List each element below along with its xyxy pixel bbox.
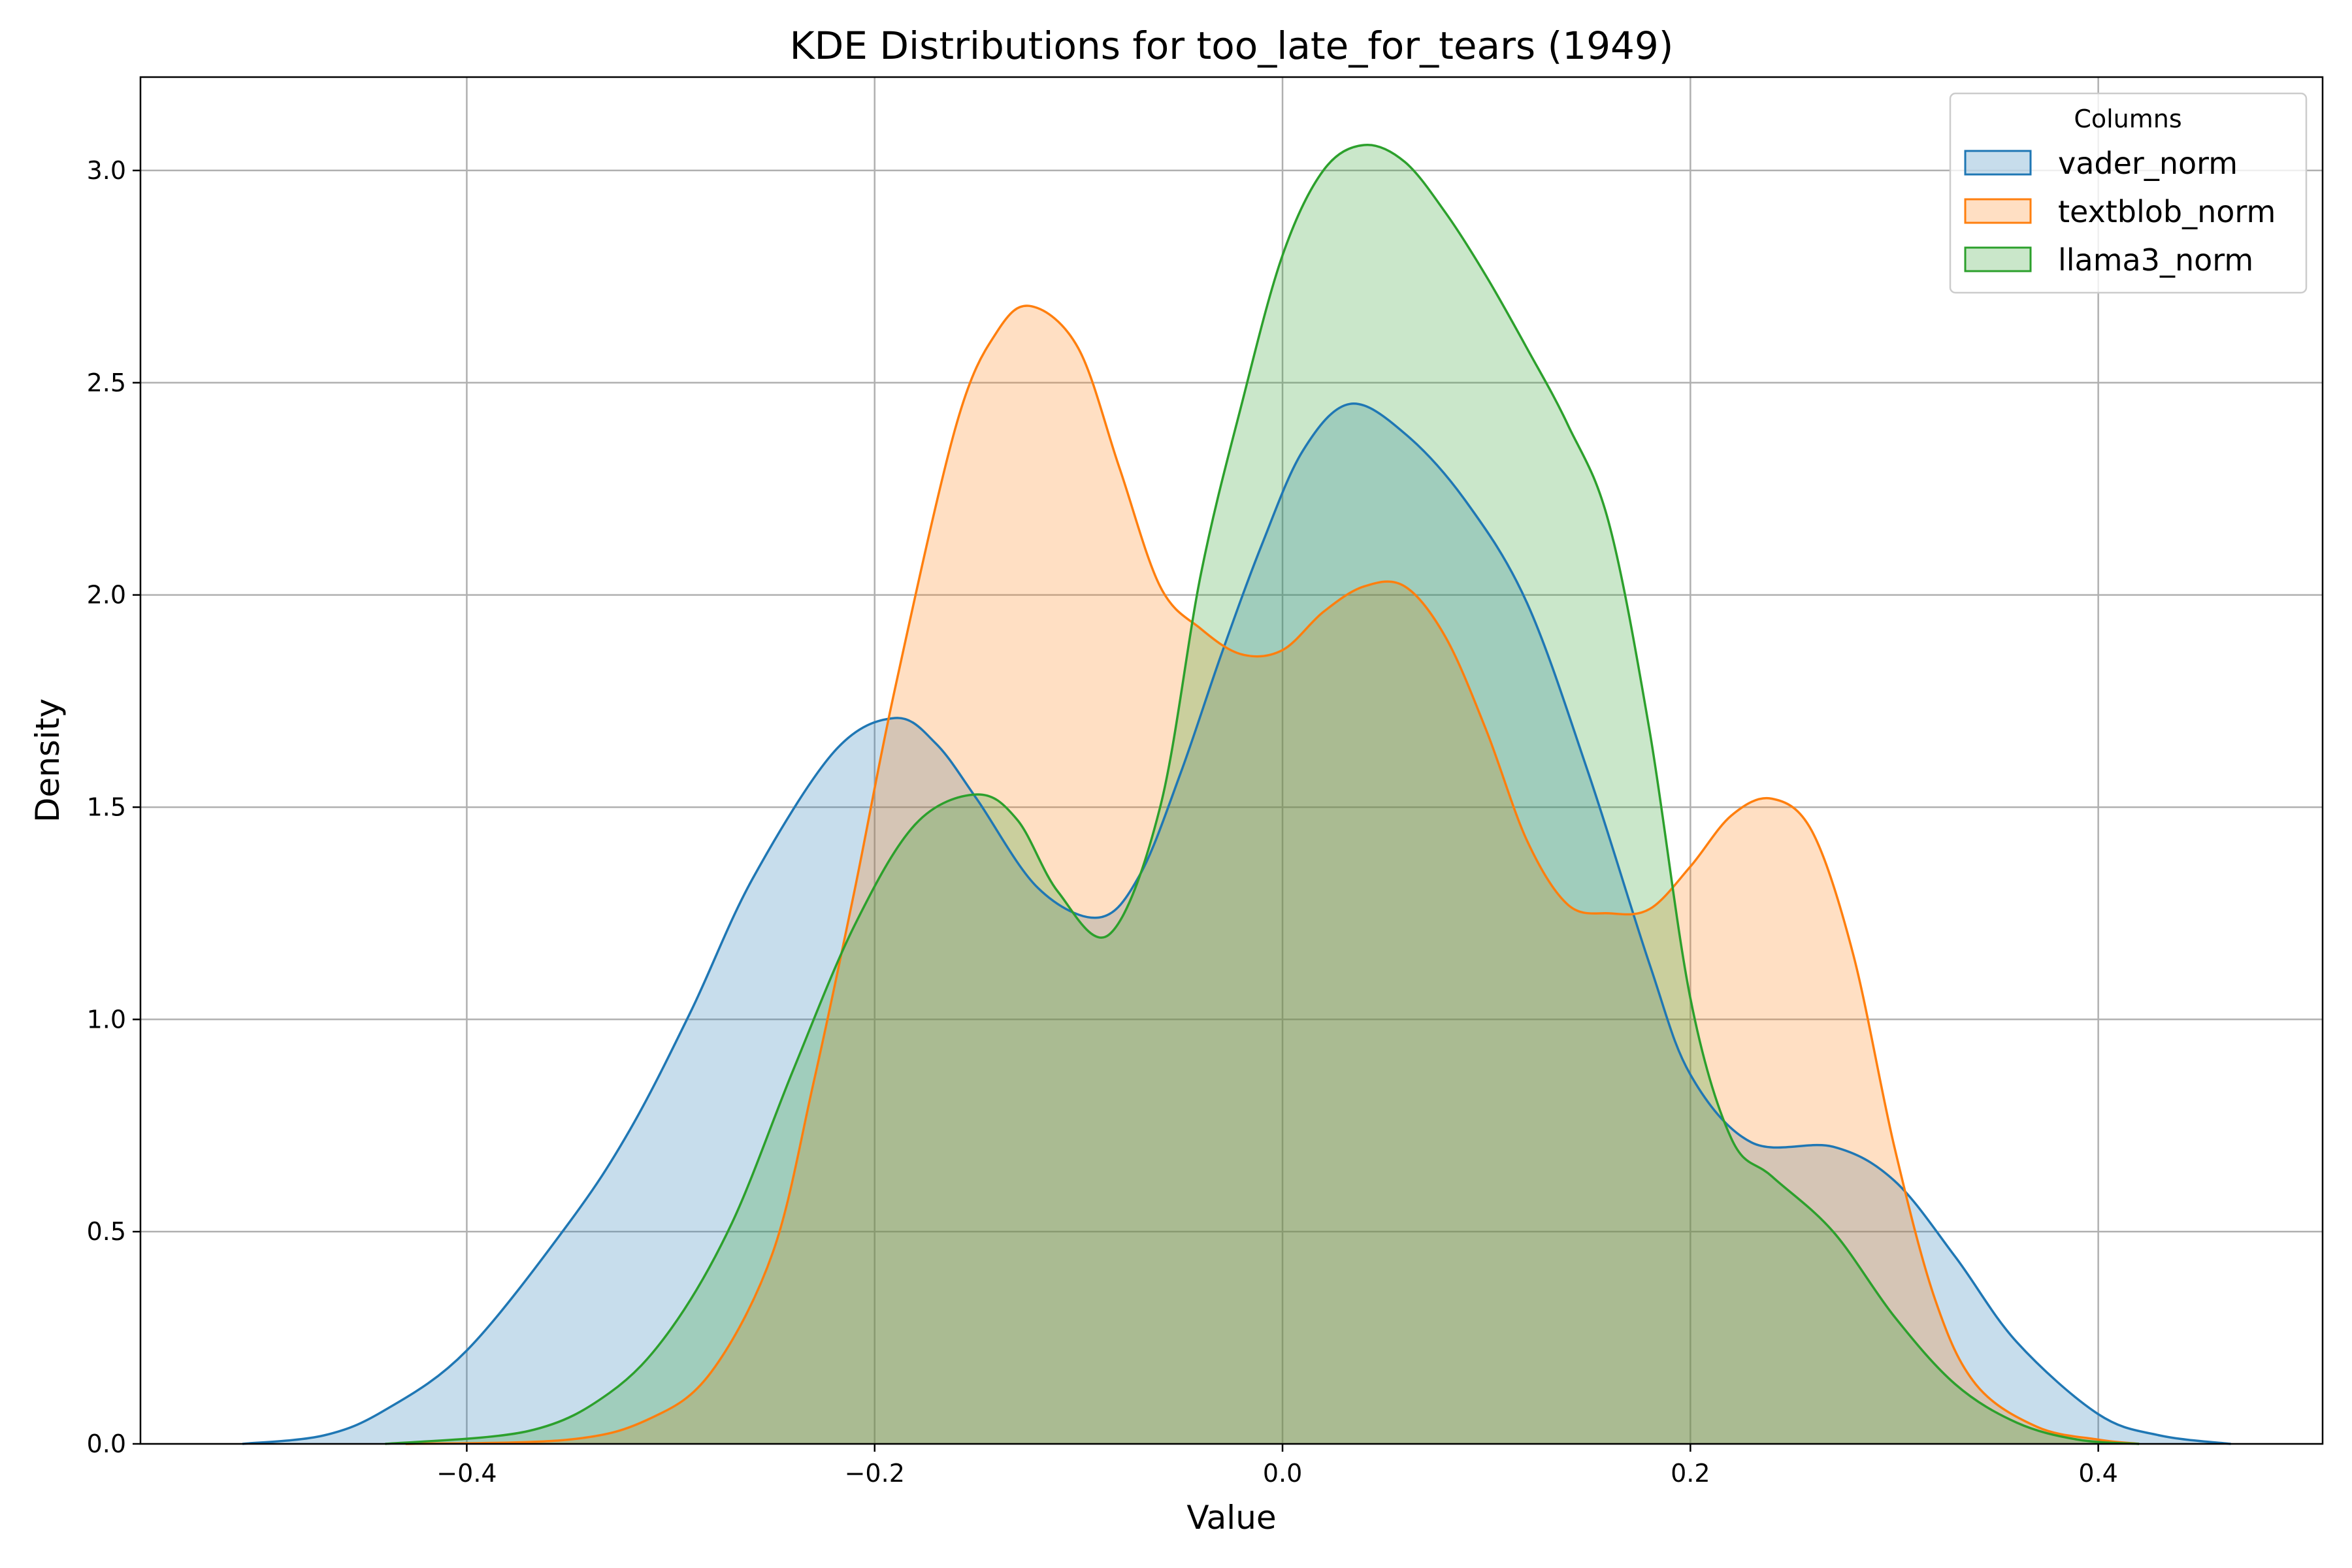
legend-swatch-textblob_norm (1964, 198, 2032, 224)
legend-swatch-vader_norm (1964, 150, 2032, 176)
area-vader_norm (242, 403, 2231, 1444)
x-tick-label: −0.4 (436, 1459, 497, 1488)
y-tick-label: 2.5 (87, 368, 126, 397)
density-areas (242, 144, 2231, 1445)
x-tick-label: 0.2 (1671, 1459, 1710, 1488)
y-tick-label: 0.5 (87, 1217, 126, 1246)
y-tick-label: 1.5 (87, 792, 126, 821)
x-tick-label: 0.4 (2078, 1459, 2117, 1488)
chart-title: KDE Distributions for too_late_for_tears… (790, 24, 1674, 68)
y-tick-label: 0.0 (87, 1429, 126, 1458)
legend-box (1949, 92, 2308, 294)
y-axis-label: Density (29, 698, 67, 823)
density-lines (242, 143, 2231, 1445)
x-tick-label: 0.0 (1263, 1459, 1302, 1488)
area-textblob_norm (405, 305, 2140, 1444)
y-axis-ticks: 0.0 0.5 1.0 1.5 2.0 2.5 3.0 (87, 156, 140, 1458)
line-llama3_norm (385, 143, 2140, 1445)
line-vader_norm (242, 402, 2231, 1445)
x-axis-label: Value (1186, 1499, 1276, 1537)
legend: Columns vader_norm textblob_norm llama3_no… (1949, 92, 2308, 294)
y-tick-label: 1.0 (87, 1005, 126, 1034)
legend-label-llama3_norm: llama3_norm (2058, 242, 2253, 278)
grid (140, 77, 2323, 1445)
line-textblob_norm (405, 304, 2140, 1445)
x-axis-ticks: −0.4 −0.2 0.0 0.2 0.4 (436, 1444, 2118, 1488)
area-llama3_norm (385, 144, 2140, 1445)
y-tick-label: 3.0 (87, 156, 126, 185)
y-tick-label: 2.0 (87, 581, 126, 610)
legend-label-vader_norm: vader_norm (2058, 146, 2238, 181)
legend-entries: vader_norm textblob_norm llama3_norm (1964, 146, 2276, 278)
legend-label-textblob_norm: textblob_norm (2058, 194, 2276, 229)
legend-title: Columns (2074, 105, 2181, 133)
x-tick-label: −0.2 (845, 1459, 905, 1488)
legend-swatch-llama3_norm (1964, 246, 2032, 272)
axes-frame (139, 76, 2324, 1445)
